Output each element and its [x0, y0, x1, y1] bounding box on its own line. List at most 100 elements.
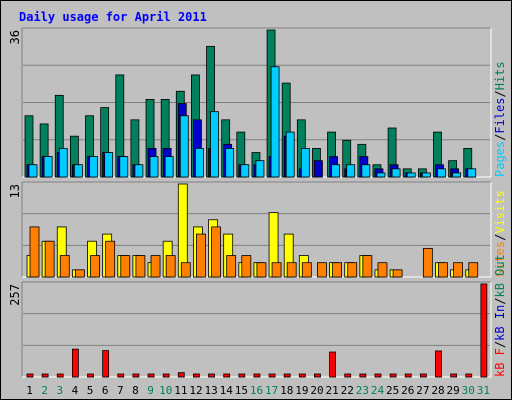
x-tick-label: 27	[416, 384, 429, 397]
bar-pages	[225, 148, 235, 178]
bar-sites	[226, 255, 237, 278]
bar-kb-f	[238, 373, 246, 378]
bar-pages	[467, 168, 477, 178]
x-tick-label: 12	[189, 384, 202, 397]
bar-pages	[179, 115, 189, 178]
x-tick-label: 25	[386, 384, 399, 397]
bar-sites	[301, 262, 312, 278]
bar-kb-f	[41, 373, 49, 378]
plot-area	[22, 182, 491, 277]
bar-files	[314, 160, 323, 178]
x-axis-labels: 1 2 3 4 5 6 7 8 9 10 11 12 13 14 15 16 17 18 19 20 21 22 23 24 2…	[26, 384, 490, 397]
bar-kb-f	[298, 373, 306, 378]
legend-entry: Files	[493, 98, 507, 134]
bar-sites	[90, 255, 100, 278]
bar-pages	[164, 156, 174, 178]
bar-kb-f	[193, 373, 200, 378]
bar-pages	[452, 172, 462, 178]
bar-sites	[422, 247, 433, 278]
x-tick-label: 6	[102, 384, 109, 397]
bar-pages	[104, 152, 114, 178]
x-tick-label: 15	[235, 384, 248, 397]
bar-pages	[89, 156, 98, 178]
bar-pages	[331, 164, 340, 178]
bar-pages	[346, 164, 356, 178]
bar-sites	[317, 262, 327, 278]
bar-sites	[438, 262, 448, 278]
bar-pages	[437, 168, 446, 178]
legend-entry: Sites	[493, 241, 507, 277]
x-tick-label: 18	[280, 384, 293, 397]
x-tick-label: 14	[220, 384, 234, 397]
x-tick-label: 11	[174, 384, 187, 397]
bar-sites	[332, 262, 342, 278]
x-tick-label: 13	[204, 384, 217, 397]
bar-sites	[59, 255, 70, 278]
bar-sites	[44, 240, 55, 278]
bar-kb-f	[268, 373, 276, 378]
x-tick-label: 8	[132, 384, 139, 397]
bar-kb-f	[359, 373, 367, 378]
bar-pages	[28, 164, 38, 178]
legend-entry: /	[493, 134, 507, 141]
x-tick-label: 20	[310, 384, 323, 397]
bar-pages	[255, 160, 265, 178]
legend-entry: Hits	[493, 61, 507, 90]
bar-kb-f	[162, 373, 170, 378]
bar-kb-f	[480, 283, 488, 378]
y-max-label: 13	[8, 184, 22, 198]
bar-kb-f	[87, 373, 94, 378]
bar-sites	[256, 262, 267, 278]
bar-pages	[391, 168, 401, 178]
bar-pages	[376, 172, 386, 178]
bar-pages	[134, 164, 144, 178]
x-tick-label: 23	[356, 384, 369, 397]
bar-kb-f	[223, 373, 231, 378]
x-tick-label: 26	[401, 384, 414, 397]
bar-kb-f	[465, 373, 473, 378]
legend-entry: Visits	[493, 190, 507, 233]
bar-sites	[105, 240, 116, 278]
bar-pages	[149, 156, 159, 178]
bar-kb-f	[132, 373, 140, 378]
bar-pages	[270, 66, 280, 178]
bar-sites	[271, 262, 282, 278]
legend-entry: /	[493, 90, 507, 97]
x-tick-label: 29	[447, 384, 460, 397]
bar-pages	[73, 164, 83, 178]
legend-entry: Pages	[493, 141, 507, 177]
bar-sites	[362, 255, 373, 278]
bar-pages	[240, 164, 250, 178]
bar-pages	[406, 172, 416, 178]
bar-sites	[211, 226, 221, 278]
bar-sites	[29, 226, 40, 278]
x-tick-label: 28	[431, 384, 444, 397]
bar-sites	[286, 262, 297, 278]
x-tick-label: 5	[87, 384, 94, 397]
bar-kb-f	[435, 350, 442, 378]
x-tick-label: 30	[462, 384, 475, 397]
bar-sites	[196, 233, 206, 278]
bar-pages	[58, 148, 68, 178]
panel-visits: 13 Sites/Visits	[8, 181, 507, 278]
bar-kb-f	[102, 350, 110, 378]
legend-entry: kB In	[493, 305, 507, 341]
bar-pages	[43, 156, 53, 178]
bar-pages	[361, 164, 371, 178]
bar-kb-f	[344, 373, 352, 378]
legend-visits: Sites/Visits	[493, 190, 507, 277]
legend-entry: /	[493, 298, 507, 305]
bar-sites	[120, 255, 131, 278]
bar-pages	[119, 156, 129, 178]
bar-sites	[180, 262, 191, 278]
bar-sites	[392, 269, 403, 278]
bar-kb-f	[283, 373, 291, 378]
bar-sites	[74, 269, 85, 278]
x-tick-label: 17	[265, 384, 278, 397]
x-tick-label: 2	[41, 384, 48, 397]
bar-kb-f	[208, 373, 215, 378]
bar-kb-f	[177, 372, 185, 378]
bar-kb-f	[253, 373, 261, 378]
